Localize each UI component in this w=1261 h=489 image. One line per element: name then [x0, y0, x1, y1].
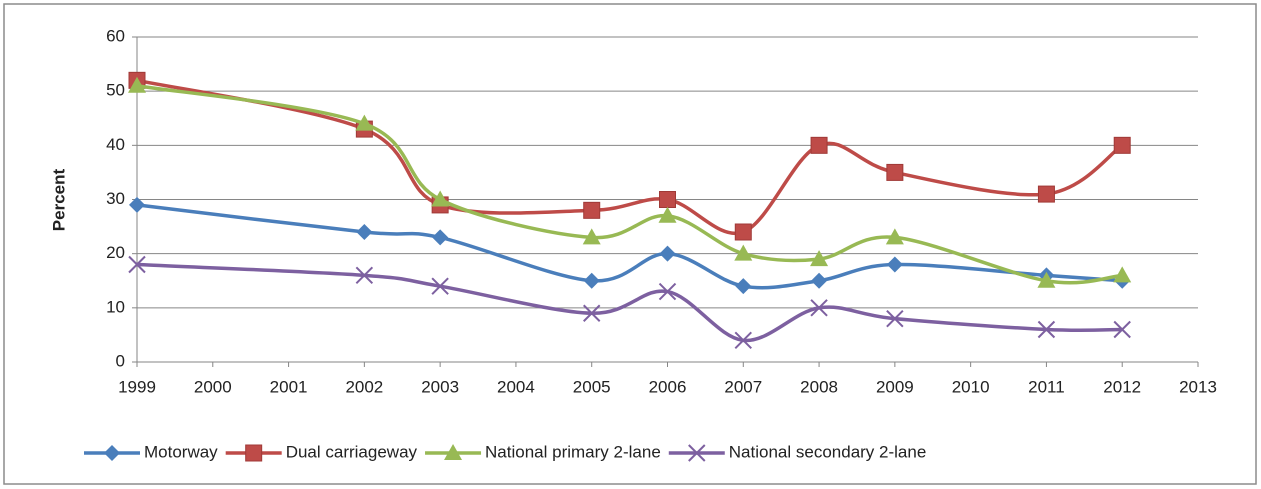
marker: [885, 228, 904, 245]
y-tick-label: 50: [106, 81, 125, 100]
y-tick-label: 60: [106, 26, 125, 45]
x-tick-label: 2005: [573, 377, 611, 396]
x-tick-label: 2006: [649, 377, 687, 396]
series-line: [136, 78, 1124, 236]
legend: Motorway Dual carriageway National primary…: [84, 442, 927, 462]
marker: [432, 229, 449, 246]
marker: [735, 278, 752, 295]
legend-label: Motorway: [144, 442, 218, 461]
marker: [583, 201, 601, 219]
marker: [886, 309, 904, 328]
marker: [356, 224, 373, 240]
x-tick-label: 2008: [800, 377, 838, 396]
marker: [734, 331, 752, 350]
y-tick-label: 20: [106, 243, 125, 262]
y-tick-label: 10: [106, 297, 125, 316]
marker: [810, 136, 828, 154]
marker: [128, 76, 146, 93]
x-tick-label: 2004: [497, 377, 535, 396]
marker: [355, 114, 374, 131]
y-axis-label: Percent: [49, 168, 68, 231]
marker: [734, 244, 753, 261]
x-tick-label: 2013: [1179, 377, 1217, 396]
marker: [1037, 271, 1056, 288]
marker: [811, 272, 828, 289]
marker: [1113, 266, 1132, 283]
x-tick-label: 2007: [724, 377, 762, 396]
marker: [583, 272, 600, 289]
y-tick-label: 30: [106, 189, 125, 208]
x-tick-label: 2000: [194, 377, 232, 396]
x-tick-label: 2012: [1103, 377, 1141, 396]
marker: [810, 250, 829, 267]
marker: [129, 196, 145, 213]
marker: [734, 223, 752, 241]
x-tick-label: 2002: [345, 377, 383, 396]
legend-label: National primary 2-lane: [485, 442, 661, 461]
marker: [431, 190, 450, 207]
marker: [886, 256, 903, 273]
x-tick-label: 2010: [952, 377, 990, 396]
y-tick-label: 0: [116, 351, 125, 370]
marker: [886, 163, 904, 181]
marker: [444, 444, 463, 460]
marker: [1037, 320, 1056, 339]
marker: [1113, 320, 1131, 339]
marker: [810, 299, 828, 317]
marker: [659, 191, 676, 208]
marker: [245, 444, 263, 462]
marker: [128, 255, 146, 274]
chart-border: [3, 3, 1257, 485]
marker: [582, 228, 601, 245]
x-tick-label: 2003: [421, 377, 459, 396]
marker: [583, 304, 601, 322]
series-line: [136, 262, 1123, 343]
y-tick-label: 40: [106, 135, 125, 154]
marker: [104, 445, 120, 461]
x-tick-label: 1999: [118, 377, 156, 396]
x-tick-label: 2001: [270, 377, 308, 396]
marker: [659, 245, 676, 262]
marker: [688, 444, 706, 462]
marker: [658, 282, 677, 301]
marker: [431, 277, 449, 295]
x-tick-label: 2009: [876, 377, 914, 396]
marker: [1113, 136, 1131, 154]
legend-label: National secondary 2-lane: [729, 442, 927, 461]
marker: [658, 206, 677, 223]
marker: [1037, 185, 1055, 203]
x-tick-label: 2011: [1028, 377, 1065, 396]
legend-label: Dual carriageway: [286, 442, 418, 461]
marker: [355, 266, 374, 285]
